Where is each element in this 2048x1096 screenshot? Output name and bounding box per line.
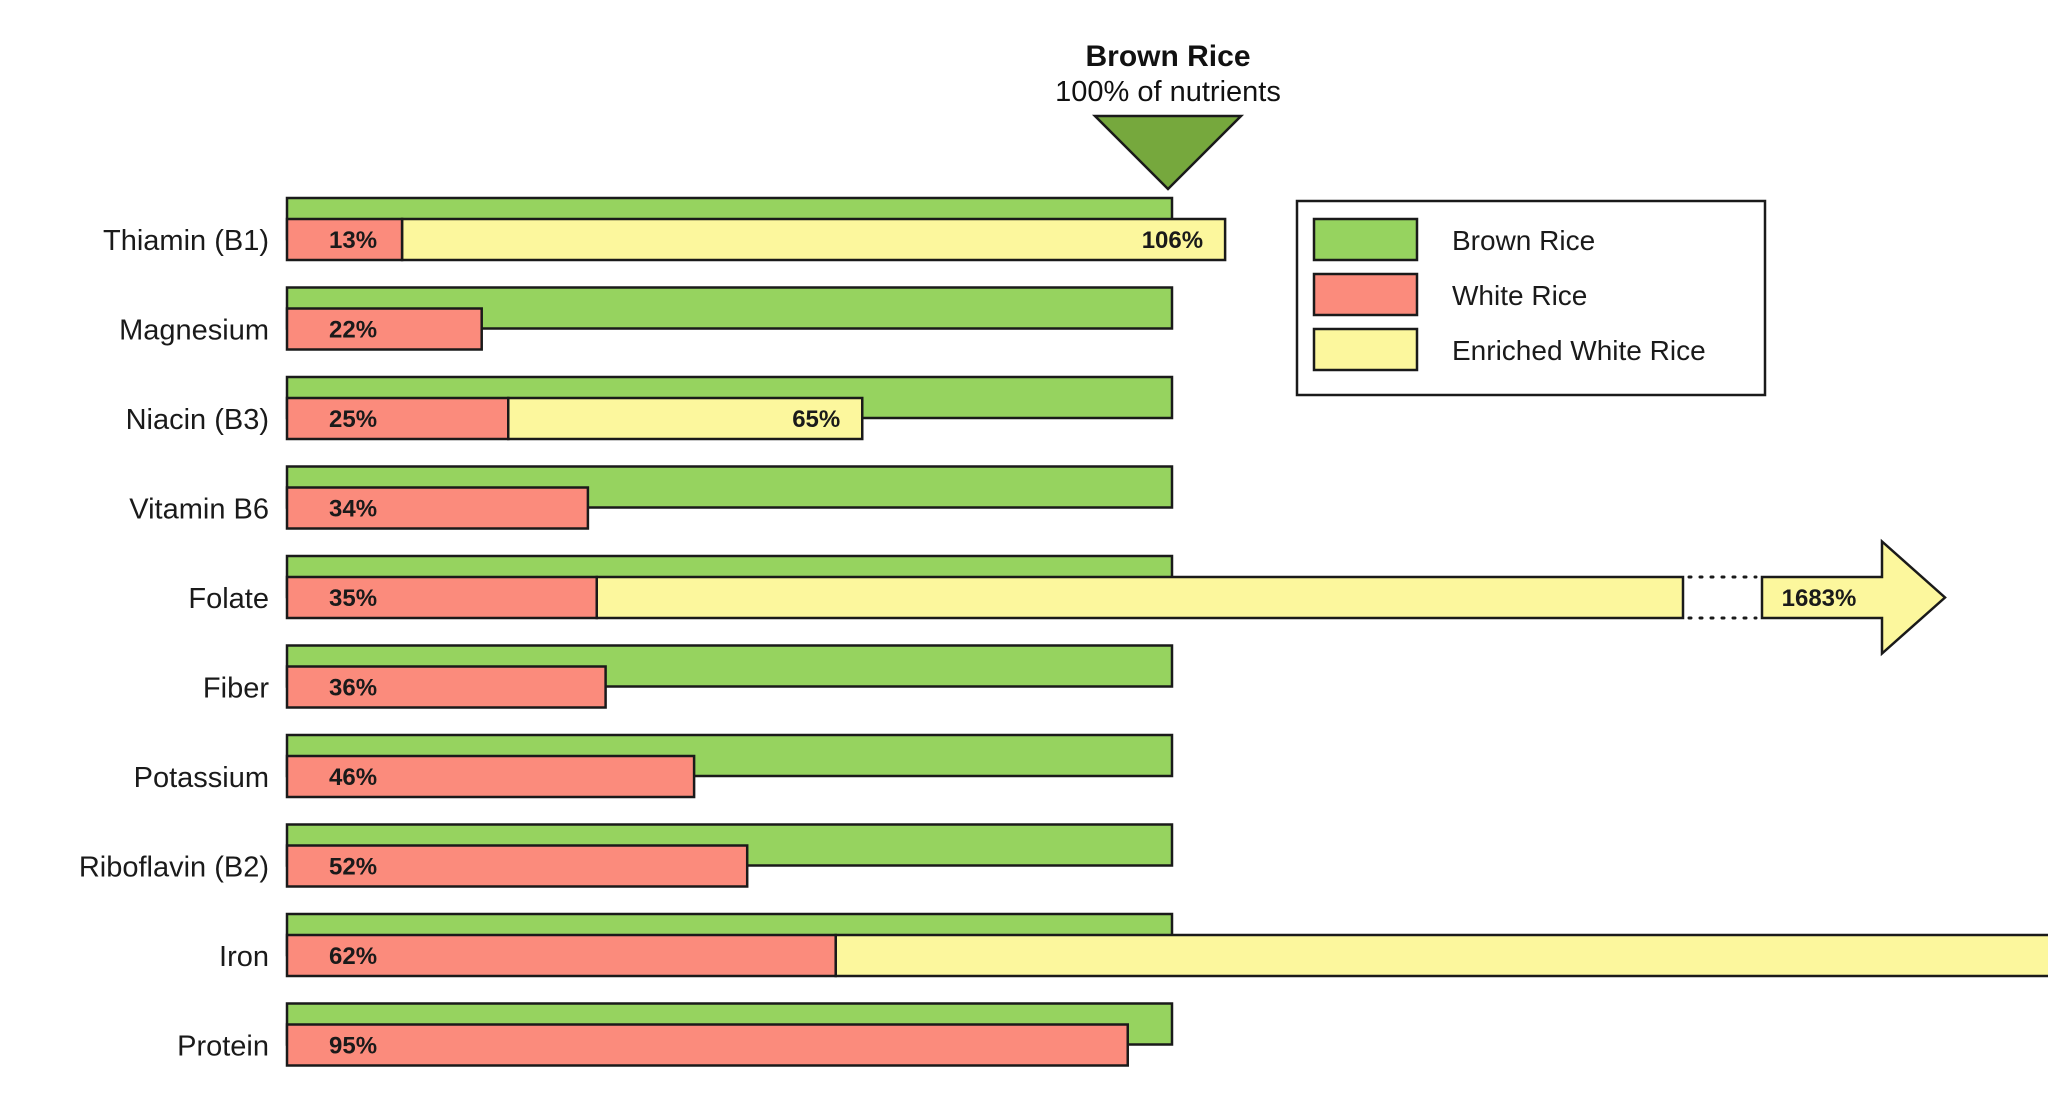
bar-white-rice-fiber: [285, 665, 607, 709]
legend-label-white-rice: White Rice: [1452, 280, 1587, 311]
bar-white-rice-folate: [285, 575, 598, 620]
reference-title: Brown Rice: [1085, 40, 1250, 73]
bar-white-rice-potassium: [285, 754, 696, 799]
category-label-thiamin-b1: Thiamin (B1): [103, 225, 269, 257]
bar-white-rice-niacin-b3: [285, 396, 510, 441]
category-label-potassium: Potassium: [134, 762, 269, 794]
value-label-white-niacin-b3: 25%: [329, 406, 377, 433]
legend-swatch-enriched-white-rice: [1312, 327, 1419, 372]
legend-swatch-brown-rice: [1312, 217, 1419, 262]
bar-white-rice-magnesium: [285, 307, 483, 351]
bar-white-rice-vitamin-b6: [285, 486, 590, 530]
category-label-protein: Protein: [177, 1031, 269, 1063]
category-label-fiber: Fiber: [203, 673, 269, 705]
bar-enriched-white-rice-iron: [834, 933, 2048, 978]
value-label-enriched-folate: 1683%: [1782, 585, 1857, 612]
value-label-white-iron: 62%: [329, 943, 377, 970]
bar-white-rice-riboflavin-b2: [285, 844, 749, 888]
reference-marker-icon: [1091, 114, 1245, 191]
category-label-vitamin-b6: Vitamin B6: [129, 494, 269, 526]
legend-label-enriched-white-rice: Enriched White Rice: [1452, 335, 1706, 366]
bar-enriched-white-rice-folate: [595, 575, 1685, 620]
value-label-white-magnesium: 22%: [329, 317, 377, 344]
category-label-niacin-b3: Niacin (B3): [126, 404, 269, 436]
category-label-riboflavin-b2: Riboflavin (B2): [79, 852, 269, 884]
value-label-white-thiamin-b1: 13%: [329, 227, 377, 254]
bar-white-rice-thiamin-b1: [285, 217, 404, 262]
category-label-magnesium: Magnesium: [119, 315, 269, 347]
category-label-folate: Folate: [188, 583, 269, 615]
value-label-white-folate: 35%: [329, 585, 377, 612]
value-label-white-riboflavin-b2: 52%: [329, 854, 377, 881]
value-label-enriched-niacin-b3: 65%: [792, 406, 840, 433]
bar-enriched-white-rice-niacin-b3: [507, 396, 864, 441]
legend-label-brown-rice: Brown Rice: [1452, 225, 1595, 256]
legend-swatch-white-rice: [1312, 272, 1419, 317]
value-label-enriched-thiamin-b1: 106%: [1142, 227, 1203, 254]
value-label-white-fiber: 36%: [329, 675, 377, 702]
category-label-iron: Iron: [219, 941, 269, 973]
reference-subtitle: 100% of nutrients: [1055, 76, 1281, 108]
value-label-white-protein: 95%: [329, 1033, 377, 1060]
value-label-white-vitamin-b6: 34%: [329, 496, 377, 523]
value-label-white-potassium: 46%: [329, 764, 377, 791]
bar-enriched-white-rice-thiamin-b1: [400, 217, 1227, 262]
bar-white-rice-iron: [285, 933, 837, 978]
bar-white-rice-protein: [285, 1023, 1129, 1067]
bar-enriched-white-rice-arrow-folate: [1760, 538, 1947, 657]
